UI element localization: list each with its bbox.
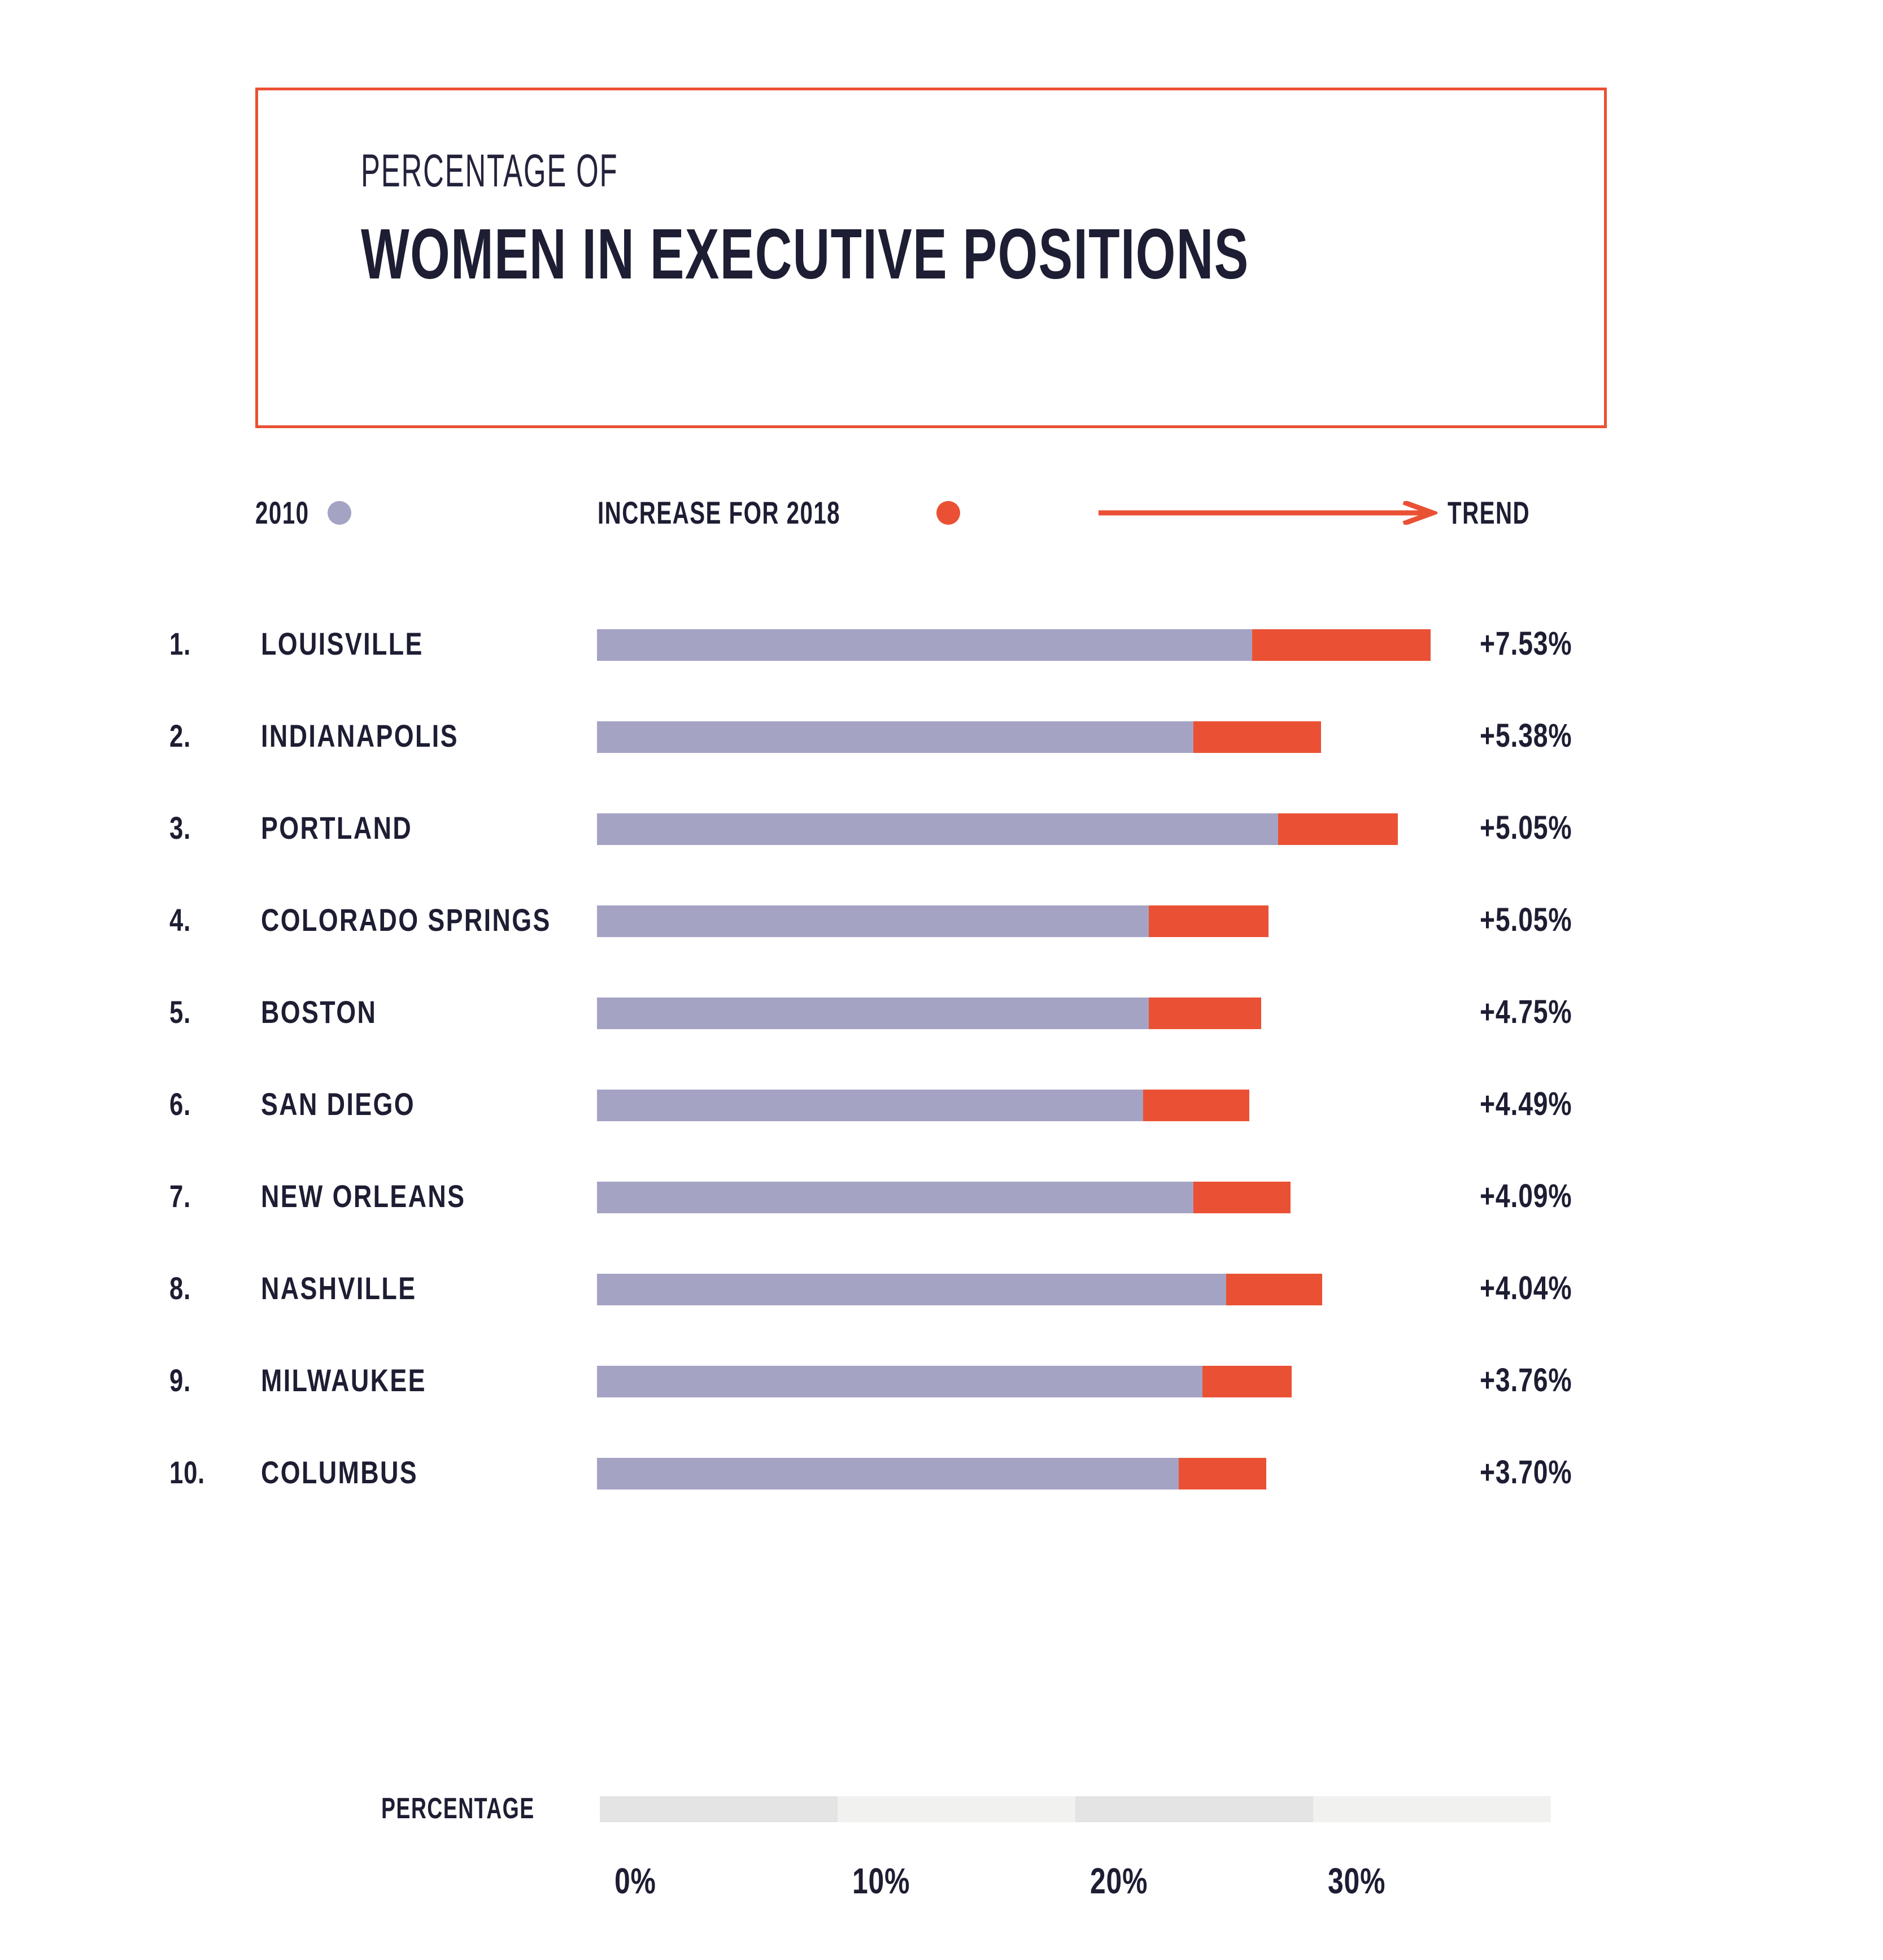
bar-segment-2010 bbox=[597, 1182, 1193, 1213]
bar-segment-2010 bbox=[597, 1090, 1143, 1121]
bar-segment-increase bbox=[1178, 1458, 1267, 1489]
bar-segment-increase bbox=[1193, 721, 1321, 753]
legend-item-2010: 2010 bbox=[255, 494, 351, 531]
axis-tick: 30% bbox=[1328, 1861, 1386, 1901]
row-city-label: LOUISVILLE bbox=[261, 626, 424, 661]
row-trend-value: +4.49% bbox=[1480, 1086, 1572, 1122]
axis-tick-labels: 0% 10% 20% 30% bbox=[600, 1858, 1594, 1909]
table-row: 6. SAN DIEGO +4.49% bbox=[0, 1082, 1883, 1174]
title-box: PERCENTAGE OF WOMEN IN EXECUTIVE POSITIO… bbox=[255, 88, 1607, 428]
legend-dot-increase bbox=[936, 500, 960, 525]
table-row: 8. NASHVILLE +4.04% bbox=[0, 1266, 1883, 1358]
legend-item-increase: INCREASE FOR 2018 bbox=[598, 494, 960, 531]
bar-segment-2010 bbox=[597, 905, 1149, 937]
legend-item-trend: TREND bbox=[1099, 494, 1562, 531]
axis-band bbox=[1075, 1796, 1313, 1822]
row-city-label: INDIANAPOLIS bbox=[261, 718, 459, 753]
table-row: 3. PORTLAND +5.05% bbox=[0, 805, 1883, 898]
row-city-label: BOSTON bbox=[261, 994, 377, 1030]
row-city-label: MILWAUKEE bbox=[261, 1362, 426, 1398]
row-trend-value: +3.76% bbox=[1480, 1362, 1572, 1399]
bar-segment-increase bbox=[1148, 998, 1262, 1029]
row-rank: 8. bbox=[169, 1270, 191, 1306]
bar-segment-increase bbox=[1252, 629, 1431, 661]
row-city-label: COLORADO SPRINGS bbox=[261, 902, 551, 938]
bar-segment-increase bbox=[1193, 1182, 1291, 1213]
row-bar bbox=[597, 629, 1431, 661]
bar-segment-increase bbox=[1202, 1366, 1292, 1397]
row-trend-value: +4.04% bbox=[1480, 1270, 1572, 1306]
row-bar bbox=[597, 998, 1262, 1029]
axis-tick: 0% bbox=[614, 1861, 656, 1901]
legend-label-trend: TREND bbox=[1448, 495, 1531, 530]
row-rank: 1. bbox=[169, 626, 191, 661]
axis-bands bbox=[600, 1796, 1551, 1822]
row-bar bbox=[597, 1274, 1322, 1305]
table-row: 5. BOSTON +4.75% bbox=[0, 990, 1883, 1082]
bar-segment-increase bbox=[1278, 813, 1398, 845]
row-trend-value: +5.38% bbox=[1480, 717, 1572, 754]
row-rank: 9. bbox=[169, 1362, 191, 1398]
chart-legend: 2010 INCREASE FOR 2018 TREND bbox=[0, 483, 1883, 545]
row-bar bbox=[597, 1182, 1291, 1213]
row-bar bbox=[597, 721, 1321, 753]
row-rank: 10. bbox=[169, 1454, 206, 1490]
bar-segment-increase bbox=[1148, 905, 1269, 937]
row-trend-value: +7.53% bbox=[1480, 625, 1572, 662]
bar-segment-2010 bbox=[597, 813, 1278, 845]
table-row: 4. COLORADO SPRINGS +5.05% bbox=[0, 898, 1883, 990]
row-city-label: PORTLAND bbox=[261, 810, 413, 846]
axis-label-percentage: PERCENTAGE bbox=[381, 1792, 535, 1825]
row-rank: 5. bbox=[169, 994, 191, 1030]
bar-segment-2010 bbox=[597, 1274, 1226, 1305]
table-row: 7. NEW ORLEANS +4.09% bbox=[0, 1174, 1883, 1266]
row-bar bbox=[597, 1366, 1292, 1397]
table-row: 10. COLUMBUS +3.70% bbox=[0, 1450, 1883, 1542]
row-city-label: SAN DIEGO bbox=[261, 1086, 416, 1122]
row-rank: 7. bbox=[169, 1178, 191, 1214]
row-bar bbox=[597, 905, 1269, 937]
bar-segment-2010 bbox=[597, 629, 1253, 661]
title-kicker: PERCENTAGE OF bbox=[361, 145, 618, 197]
ranking-list: 1. LOUISVILLE +7.53% 2. INDIANAPOLIS +5.38% 3.… bbox=[0, 621, 1883, 1542]
page-title: WOMEN IN EXECUTIVE POSITIONS bbox=[361, 214, 1249, 294]
bar-segment-2010 bbox=[597, 721, 1193, 753]
row-bar bbox=[597, 1458, 1267, 1489]
row-rank: 4. bbox=[169, 902, 191, 938]
row-trend-value: +5.05% bbox=[1480, 809, 1572, 846]
table-row: 1. LOUISVILLE +7.53% bbox=[0, 621, 1883, 713]
row-city-label: COLUMBUS bbox=[261, 1454, 419, 1490]
bar-segment-2010 bbox=[597, 998, 1149, 1029]
row-trend-value: +4.75% bbox=[1480, 994, 1572, 1030]
row-rank: 2. bbox=[169, 718, 191, 753]
bar-segment-increase bbox=[1226, 1274, 1322, 1305]
legend-label-2010: 2010 bbox=[255, 495, 310, 530]
bar-segment-2010 bbox=[597, 1458, 1179, 1489]
bar-segment-increase bbox=[1143, 1090, 1250, 1121]
axis-band bbox=[838, 1796, 1075, 1822]
table-row: 9. MILWAUKEE +3.76% bbox=[0, 1358, 1883, 1450]
axis-tick: 20% bbox=[1090, 1861, 1148, 1901]
axis-tick: 10% bbox=[852, 1861, 910, 1901]
row-city-label: NASHVILLE bbox=[261, 1270, 417, 1306]
row-rank: 6. bbox=[169, 1086, 191, 1122]
bar-segment-2010 bbox=[597, 1366, 1202, 1397]
axis-band bbox=[600, 1796, 838, 1822]
row-city-label: NEW ORLEANS bbox=[261, 1178, 466, 1214]
row-bar bbox=[597, 1090, 1250, 1121]
row-rank: 3. bbox=[169, 810, 191, 846]
legend-label-increase: INCREASE FOR 2018 bbox=[598, 495, 841, 530]
row-trend-value: +4.09% bbox=[1480, 1178, 1572, 1214]
table-row: 2. INDIANAPOLIS +5.38% bbox=[0, 713, 1883, 805]
axis-band bbox=[1313, 1796, 1551, 1822]
legend-dot-2010 bbox=[328, 500, 351, 525]
trend-arrow-icon bbox=[1099, 500, 1437, 525]
row-bar bbox=[597, 813, 1398, 845]
row-trend-value: +5.05% bbox=[1480, 901, 1572, 938]
row-trend-value: +3.70% bbox=[1480, 1454, 1572, 1491]
